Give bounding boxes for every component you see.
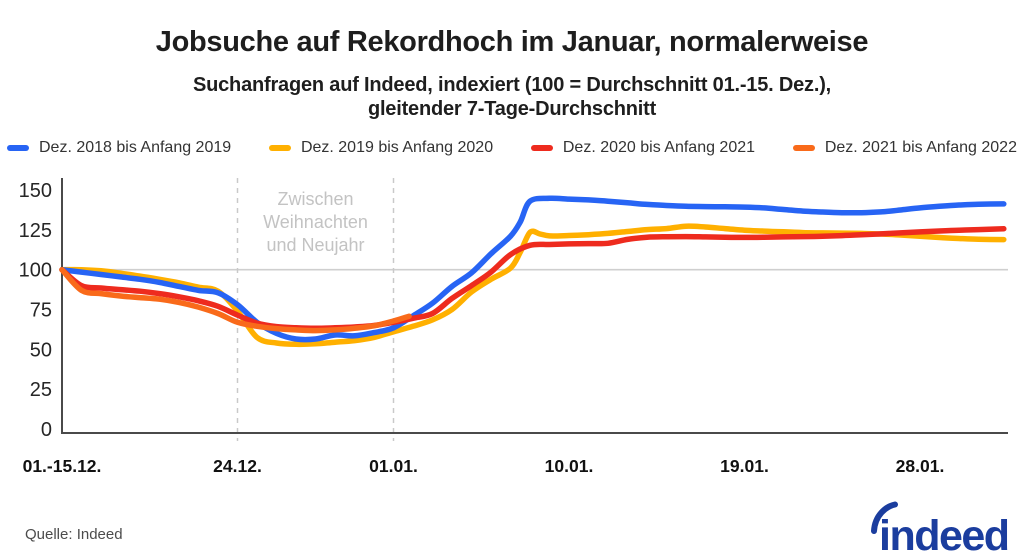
subtitle-line-1: Suchanfragen auf Indeed, indexiert (100 … (192, 74, 832, 96)
legend-label: Dez. 2018 bis Anfang 2019 (39, 139, 232, 156)
x-tick-label: 19.01. (720, 456, 769, 476)
legend-swatch-icon (792, 145, 815, 151)
y-tick-label: 25 (30, 379, 52, 401)
x-tick-label: 01.01. (369, 456, 418, 476)
series-line--2018-2019 (59, 195, 1007, 343)
y-tick-label: 0 (41, 419, 52, 441)
y-tick-label: 100 (19, 260, 52, 282)
x-tick-label: 01.-15.12. (23, 456, 102, 476)
y-tick-label: 150 (19, 180, 52, 202)
legend-swatch-icon (530, 145, 553, 151)
y-tick-label: 50 (30, 339, 52, 361)
logo-swoosh-icon (871, 501, 898, 534)
annotation-line-0: Zwischen (277, 189, 353, 209)
y-tick-label: 125 (19, 220, 52, 242)
legend-item-2: Dez. 2020 bis Anfang 2021 (530, 139, 756, 157)
x-tick-label: 24.12. (213, 456, 262, 476)
annotation-line-2: und Neujahr (266, 235, 364, 255)
chart-subtitle: Suchanfragen auf Indeed, indexiert (100 … (0, 73, 1024, 121)
legend-label: Dez. 2019 bis Anfang 2020 (300, 139, 494, 156)
legend-item-3: Dez. 2021 bis Anfang 2022 (792, 139, 1017, 157)
indeed-logo: indeed (871, 501, 1010, 558)
series-line--2020-2021 (59, 226, 1007, 332)
chart-legend: Dez. 2018 bis Anfang 2019 Dez. 2019 bis A… (7, 139, 1017, 157)
legend-swatch-icon (7, 145, 29, 151)
legend-item-0: Dez. 2018 bis Anfang 2019 (7, 139, 231, 157)
legend-label: Dez. 2021 bis Anfang 2022 (824, 139, 1017, 156)
legend-label: Dez. 2020 bis Anfang 2021 (562, 139, 756, 156)
series-line--2021-2022 (59, 266, 412, 334)
source-note: Quelle: Indeed (25, 526, 123, 543)
logo-wordmark: indeed (879, 512, 1009, 558)
x-tick-label: 10.01. (545, 456, 594, 476)
legend-item-1: Dez. 2019 bis Anfang 2020 (268, 139, 494, 157)
x-tick-label: 28.01. (896, 456, 945, 476)
legend-swatch-icon (268, 145, 291, 151)
page-title: Jobsuche auf Rekordhoch im Januar, norma… (155, 26, 869, 58)
subtitle-line-2: gleitender 7-Tage-Durchschnitt (367, 98, 657, 120)
axis-spines (61, 178, 1008, 434)
y-tick-label: 75 (30, 300, 52, 322)
annotation-line-1: Weihnachten (263, 212, 368, 232)
